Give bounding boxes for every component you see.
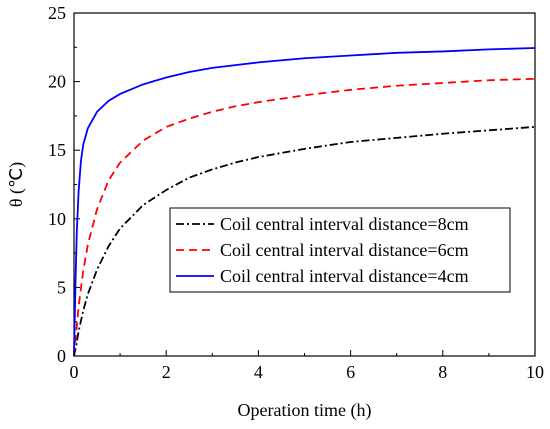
y-tick-label: 15 <box>48 140 66 160</box>
series-line-2 <box>73 77 536 357</box>
plot-frame <box>73 12 536 357</box>
plot-area <box>73 12 536 357</box>
x-axis-label: Operation time (h) <box>238 400 372 421</box>
y-tick-label: 20 <box>48 72 66 92</box>
y-axis-label: θ (℃) <box>6 162 27 207</box>
series-line-1 <box>73 125 536 357</box>
y-tick-label: 25 <box>48 3 66 23</box>
series-line-3 <box>73 47 536 357</box>
x-tick-label: 10 <box>526 362 544 382</box>
y-tick-label: 10 <box>48 209 66 229</box>
series-layer <box>73 47 536 357</box>
x-tick-label: 6 <box>346 362 355 382</box>
x-tick-label: 2 <box>162 362 171 382</box>
legend: Coil central interval distance=8cm Coil c… <box>169 207 511 293</box>
x-tick-label: 0 <box>70 362 79 382</box>
y-tick-label: 5 <box>57 277 66 297</box>
legend-items: Coil central interval distance=8cm Coil c… <box>176 214 469 286</box>
legend-label-3: Coil central interval distance=4cm <box>220 266 469 286</box>
x-tick-label: 4 <box>254 362 263 382</box>
axis-layer: 0 2 4 6 8 10 0 5 10 15 20 25 <box>48 3 544 382</box>
x-tick-label: 8 <box>438 362 447 382</box>
legend-box <box>169 207 511 293</box>
legend-label-2: Coil central interval distance=6cm <box>220 240 469 260</box>
legend-label-1: Coil central interval distance=8cm <box>220 214 469 234</box>
y-tick-label: 0 <box>57 346 66 366</box>
